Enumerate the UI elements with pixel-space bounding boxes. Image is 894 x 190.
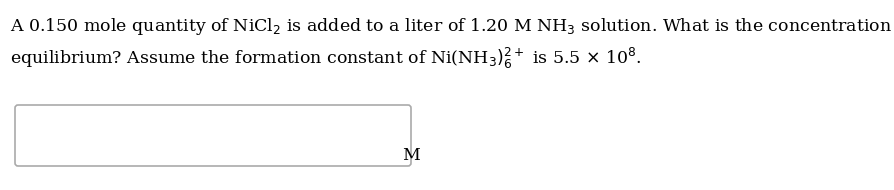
Text: A 0.150 mole quantity of NiCl$_2$ is added to a liter of 1.20 M NH$_3$ solution.: A 0.150 mole quantity of NiCl$_2$ is add… [10, 14, 894, 38]
FancyBboxPatch shape [15, 105, 410, 166]
Text: M: M [401, 146, 419, 164]
Text: equilibrium? Assume the formation constant of Ni(NH$_3)_6^{2+}$ is 5.5 $\times$ : equilibrium? Assume the formation consta… [10, 46, 641, 71]
